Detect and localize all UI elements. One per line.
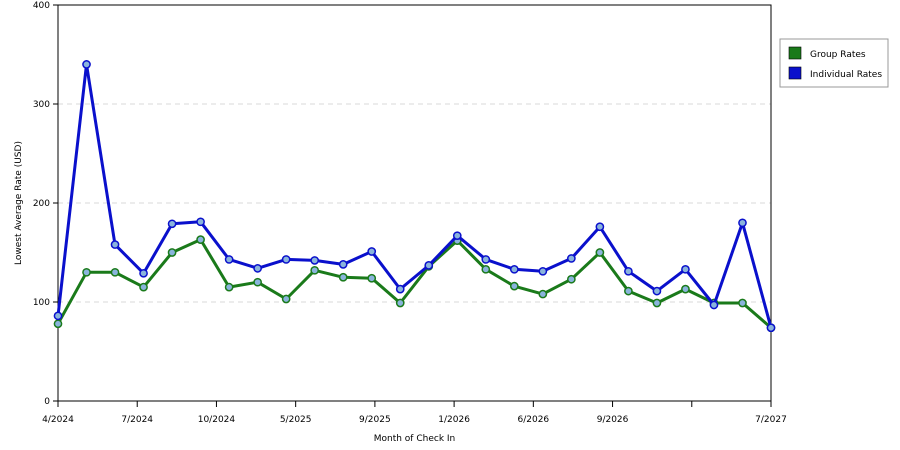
data-point <box>681 284 690 294</box>
y-tick-label: 0 <box>44 397 50 407</box>
x-tick-label: 7/2024 <box>121 415 153 425</box>
legend: Group Rates Individual Rates <box>779 38 889 88</box>
x-tick-label: 9/2026 <box>597 415 629 425</box>
y-axis-title: Lowest Average Rate (USD) <box>14 141 24 265</box>
data-point <box>367 273 377 283</box>
data-point <box>624 266 633 276</box>
y-tick-label: 200 <box>33 199 50 209</box>
data-point <box>253 263 262 273</box>
series-line-1 <box>56 62 773 329</box>
data-point <box>82 267 91 277</box>
series-line-0 <box>56 238 772 329</box>
data-point <box>538 289 548 299</box>
data-point <box>367 247 377 256</box>
data-point <box>110 240 120 249</box>
x-tick-label: 7/2027 <box>755 415 787 425</box>
x-tick-label: 1/2026 <box>438 415 470 425</box>
data-point <box>310 256 320 265</box>
data-point <box>139 282 148 292</box>
data-point <box>509 281 519 291</box>
y-tick-label: 100 <box>33 298 50 308</box>
data-point <box>281 294 291 304</box>
data-point <box>338 260 348 269</box>
x-tick-label: 5/2025 <box>280 415 312 425</box>
data-point <box>538 266 548 276</box>
data-point <box>567 254 576 263</box>
data-point <box>738 218 747 228</box>
data-point <box>652 286 662 296</box>
data-point <box>395 284 405 294</box>
data-point <box>167 219 177 229</box>
data-point <box>567 274 576 284</box>
data-point <box>738 298 747 308</box>
data-point <box>338 272 348 282</box>
data-point <box>53 311 63 321</box>
y-tick-label: 400 <box>33 1 50 11</box>
data-point <box>509 264 519 274</box>
data-point <box>196 235 205 244</box>
data-point <box>681 264 690 274</box>
x-tick-label: 10/2024 <box>198 415 236 425</box>
x-tick-label: 4/2024 <box>42 415 74 425</box>
data-point <box>310 265 320 275</box>
data-point <box>196 217 205 227</box>
data-point <box>281 255 291 264</box>
data-point <box>481 264 491 274</box>
data-point <box>395 298 405 308</box>
x-axis-title: Month of Check In <box>374 434 456 444</box>
legend-label-group-rates: Group Rates <box>810 50 866 60</box>
legend-label-individual-rates: Individual Rates <box>810 70 882 80</box>
legend-swatch-group-rates <box>788 46 802 60</box>
data-point <box>253 277 262 287</box>
data-point <box>624 286 633 296</box>
data-point <box>652 298 662 308</box>
axes: 0 100 200 300 400 4/2024 7/2024 10/2024 5/2025 9/… <box>33 1 787 425</box>
data-point <box>595 248 605 257</box>
legend-swatch-individual-rates <box>788 66 802 80</box>
data-point <box>53 319 63 329</box>
data-point <box>709 300 719 310</box>
data-point <box>452 231 462 241</box>
data-point <box>224 255 234 264</box>
data-point <box>481 255 491 264</box>
data-point <box>167 248 177 257</box>
data-point <box>595 222 605 232</box>
grid <box>58 103 771 303</box>
data-point <box>82 60 91 69</box>
data-point <box>766 323 776 333</box>
data-point <box>139 268 148 278</box>
y-tick-label: 300 <box>33 100 50 110</box>
data-point <box>424 261 434 270</box>
data-point <box>110 267 120 277</box>
data-point <box>224 282 234 292</box>
x-tick-label: 6/2026 <box>517 415 549 425</box>
x-tick-label: 9/2025 <box>359 415 391 425</box>
series <box>53 60 776 333</box>
